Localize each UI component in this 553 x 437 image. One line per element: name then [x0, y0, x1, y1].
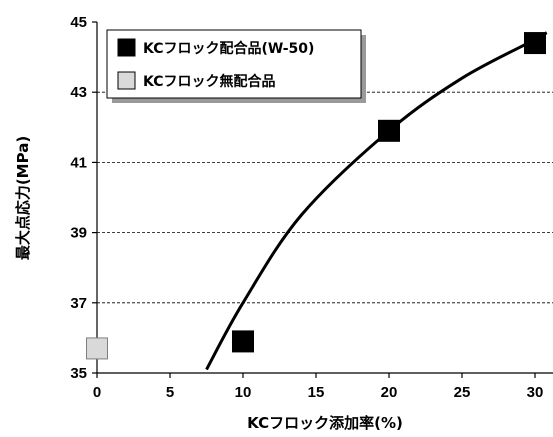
- y-tick-label-43: 43: [70, 84, 87, 101]
- x-tick-label-5: 5: [166, 384, 174, 401]
- legend-label-without-kc: KCフロック無配合品: [143, 73, 276, 90]
- data-point-series0-2: [524, 32, 546, 55]
- gridlines: [97, 91, 553, 304]
- x-axis-title: KCフロック添加率(%): [247, 414, 403, 432]
- data-point-series0-0: [232, 330, 254, 353]
- x-tick-label-10: 10: [235, 384, 252, 401]
- x-tick-label-0: 0: [93, 384, 101, 401]
- legend-marker-with-kc: [117, 38, 136, 57]
- axis-ticks: 35 37 39 41 43 45 0 5 10 15 20 25 30: [70, 14, 543, 401]
- data-point-series0-1: [378, 119, 400, 142]
- legend-label-with-kc: KCフロック配合品(W-50): [143, 40, 314, 57]
- y-tick-label-41: 41: [70, 154, 87, 171]
- data-points: [86, 32, 546, 360]
- x-tick-label-25: 25: [454, 384, 471, 401]
- x-tick-label-30: 30: [527, 384, 544, 401]
- x-tick-label-20: 20: [381, 384, 398, 401]
- x-tick-label-15: 15: [308, 384, 325, 401]
- legend-box: [106, 29, 362, 99]
- y-tick-label-37: 37: [70, 295, 87, 312]
- data-point-series1-0: [86, 337, 108, 360]
- legend-marker-without-kc: [117, 71, 136, 90]
- y-tick-label-35: 35: [70, 365, 87, 382]
- y-axis-title: 最大点応力(MPa): [14, 136, 32, 260]
- y-tick-label-45: 45: [70, 14, 87, 31]
- y-tick-label-39: 39: [70, 225, 87, 242]
- legend: KCフロック配合品(W-50) KCフロック無配合品: [106, 29, 366, 103]
